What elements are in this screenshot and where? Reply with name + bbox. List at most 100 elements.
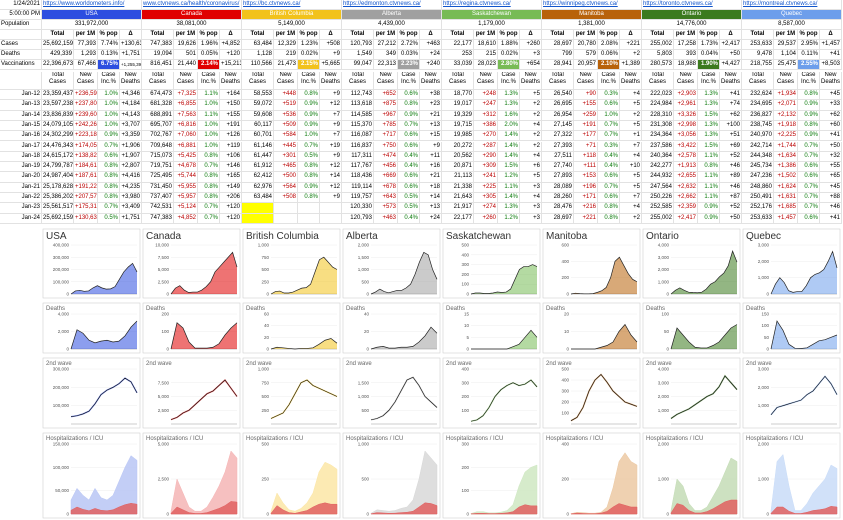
daily-cell: +573 — [374, 203, 398, 214]
daily-cell: +448 — [274, 90, 298, 101]
y-tick-label: 0 — [466, 292, 469, 297]
y-tick-label: 0 — [366, 347, 369, 352]
daily-cell: +24 — [420, 213, 442, 224]
cases-cell: 12,329 — [274, 40, 298, 50]
daily-header: New Deaths — [720, 72, 742, 90]
daily-cell: 19,017 — [442, 100, 474, 111]
line — [670, 374, 738, 420]
y-tick-label: 3,000 — [758, 367, 770, 372]
daily-cell: +14 — [420, 193, 442, 204]
date-label: Jan-19 — [0, 162, 42, 173]
daily-cell: +2,961 — [674, 100, 698, 111]
source-link[interactable]: www.ctvnews.ca/health/coronavirus/ — [142, 0, 242, 10]
vaccinations-cell: +240 — [420, 60, 442, 70]
daily-cell: 24,302,299 — [42, 131, 74, 142]
daily-cell: +15 — [420, 131, 442, 142]
daily-cell: 0.4% — [598, 151, 620, 163]
daily-cell: 674,473 — [142, 90, 174, 101]
y-tick-label: 0 — [566, 347, 569, 352]
daily-cell: 0.6% — [598, 100, 620, 111]
daily-header: Total Cases — [642, 72, 674, 90]
daily-cell: +4,346 — [120, 90, 142, 101]
daily-header: New Deaths — [320, 72, 342, 90]
daily-cell: 0.7% — [198, 203, 220, 214]
y-tick-label: 250 — [261, 477, 269, 482]
vaccinations-cell: +8,503 — [820, 60, 842, 70]
daily-cell: +21 — [420, 110, 442, 121]
cases-cell: 29,537 — [774, 40, 798, 50]
vaccinations-cell: 2.10% — [598, 60, 620, 70]
daily-cell: +3,326 — [674, 110, 698, 121]
daily-cell: +4 — [520, 151, 542, 163]
region-header: Quebec — [742, 10, 842, 20]
daily-cell: 0.7% — [98, 203, 120, 214]
daily-cell: 0.6% — [398, 182, 420, 193]
source-link[interactable]: https://www.worldometers.info/ — [42, 0, 142, 10]
area — [270, 461, 338, 515]
daily-cell: 0.9% — [298, 182, 320, 193]
daily-cell: 1.0% — [98, 110, 120, 121]
cases-cell: 747,383 — [142, 40, 174, 50]
daily-cell: 1.4% — [498, 193, 520, 204]
daily-cell: 719,751 — [142, 162, 174, 173]
cases-cell: 2.08% — [598, 40, 620, 50]
region-header: Manitoba — [542, 10, 642, 20]
daily-cell: 0.6% — [398, 172, 420, 183]
vaccinations-cell: 2.15% — [298, 60, 320, 70]
deaths-cell: 0.11% — [798, 50, 820, 60]
chart-title: Deaths — [546, 306, 565, 312]
daily-cell: +5 — [620, 120, 642, 132]
daily-cell: +474 — [374, 151, 398, 163]
area — [271, 257, 337, 294]
daily-cell: +62 — [820, 110, 842, 121]
source-link[interactable]: https://regina.ctvnews.ca/ — [442, 0, 542, 10]
y-tick-label: 400 — [561, 442, 569, 447]
daily-cell: +5 — [620, 172, 642, 183]
y-tick-label: 3,000 — [758, 243, 770, 248]
line — [470, 379, 538, 422]
population: 5,149,000 — [242, 20, 342, 30]
chart-title: Canada — [146, 231, 181, 242]
date-label: Jan-12 — [0, 90, 42, 101]
daily-cell: +7 — [620, 141, 642, 152]
population: 1,179,000 — [442, 20, 542, 30]
source-link[interactable]: https://bc.ctvnews.ca/ — [242, 0, 342, 10]
vaccinations-cell: 33,039 — [442, 60, 474, 70]
daily-cell: +301 — [274, 151, 298, 163]
y-tick-label: 10 — [464, 323, 470, 328]
source-link[interactable]: https://edmonton.ctvnews.ca/ — [342, 0, 442, 10]
date-label: Jan-16 — [0, 131, 42, 142]
y-tick-label: 2,000 — [358, 243, 370, 248]
daily-cell: +130,638 — [74, 213, 98, 224]
column-header: Total — [742, 30, 774, 40]
daily-cell: +46 — [820, 203, 842, 214]
daily-cell: 1.0% — [98, 90, 120, 101]
source-link[interactable]: https://montreal.ctvnews.ca/ — [742, 0, 842, 10]
cases-cell: +130,638 — [120, 40, 142, 50]
daily-cell: +11 — [420, 151, 442, 163]
daily-cell: 20,562 — [442, 151, 474, 163]
daily-cell: +237,801 — [74, 100, 98, 111]
daily-cell: +584 — [274, 131, 298, 142]
chart-title: Hospitalizations / ICU — [346, 436, 403, 442]
area — [170, 450, 238, 515]
population: 4,439,000 — [342, 20, 442, 30]
chart-panel — [342, 357, 441, 429]
daily-cell: +6,855 — [174, 100, 198, 111]
daily-cell: 0.3% — [598, 141, 620, 152]
deaths-cell: +1,751 — [120, 50, 142, 60]
source-link[interactable]: https://toronto.ctvnews.ca/ — [642, 0, 742, 10]
daily-cell: 0.7% — [298, 141, 320, 152]
deaths-cell: 501 — [174, 50, 198, 60]
cases-cell: +260 — [520, 40, 542, 50]
daily-cell: 228,310 — [642, 110, 674, 121]
daily-cell: +146 — [220, 162, 242, 173]
daily-cell: 0.4% — [398, 151, 420, 163]
daily-cell: 23,597,238 — [42, 100, 74, 111]
y-tick-label: 5,000 — [158, 442, 170, 447]
deaths-cell: 9,478 — [742, 50, 774, 60]
daily-cell: +463 — [374, 213, 398, 224]
chart-title: Saskatchewan — [446, 231, 511, 242]
source-link[interactable]: https://winnipeg.ctvnews.ca/ — [542, 0, 642, 10]
line — [270, 338, 338, 350]
